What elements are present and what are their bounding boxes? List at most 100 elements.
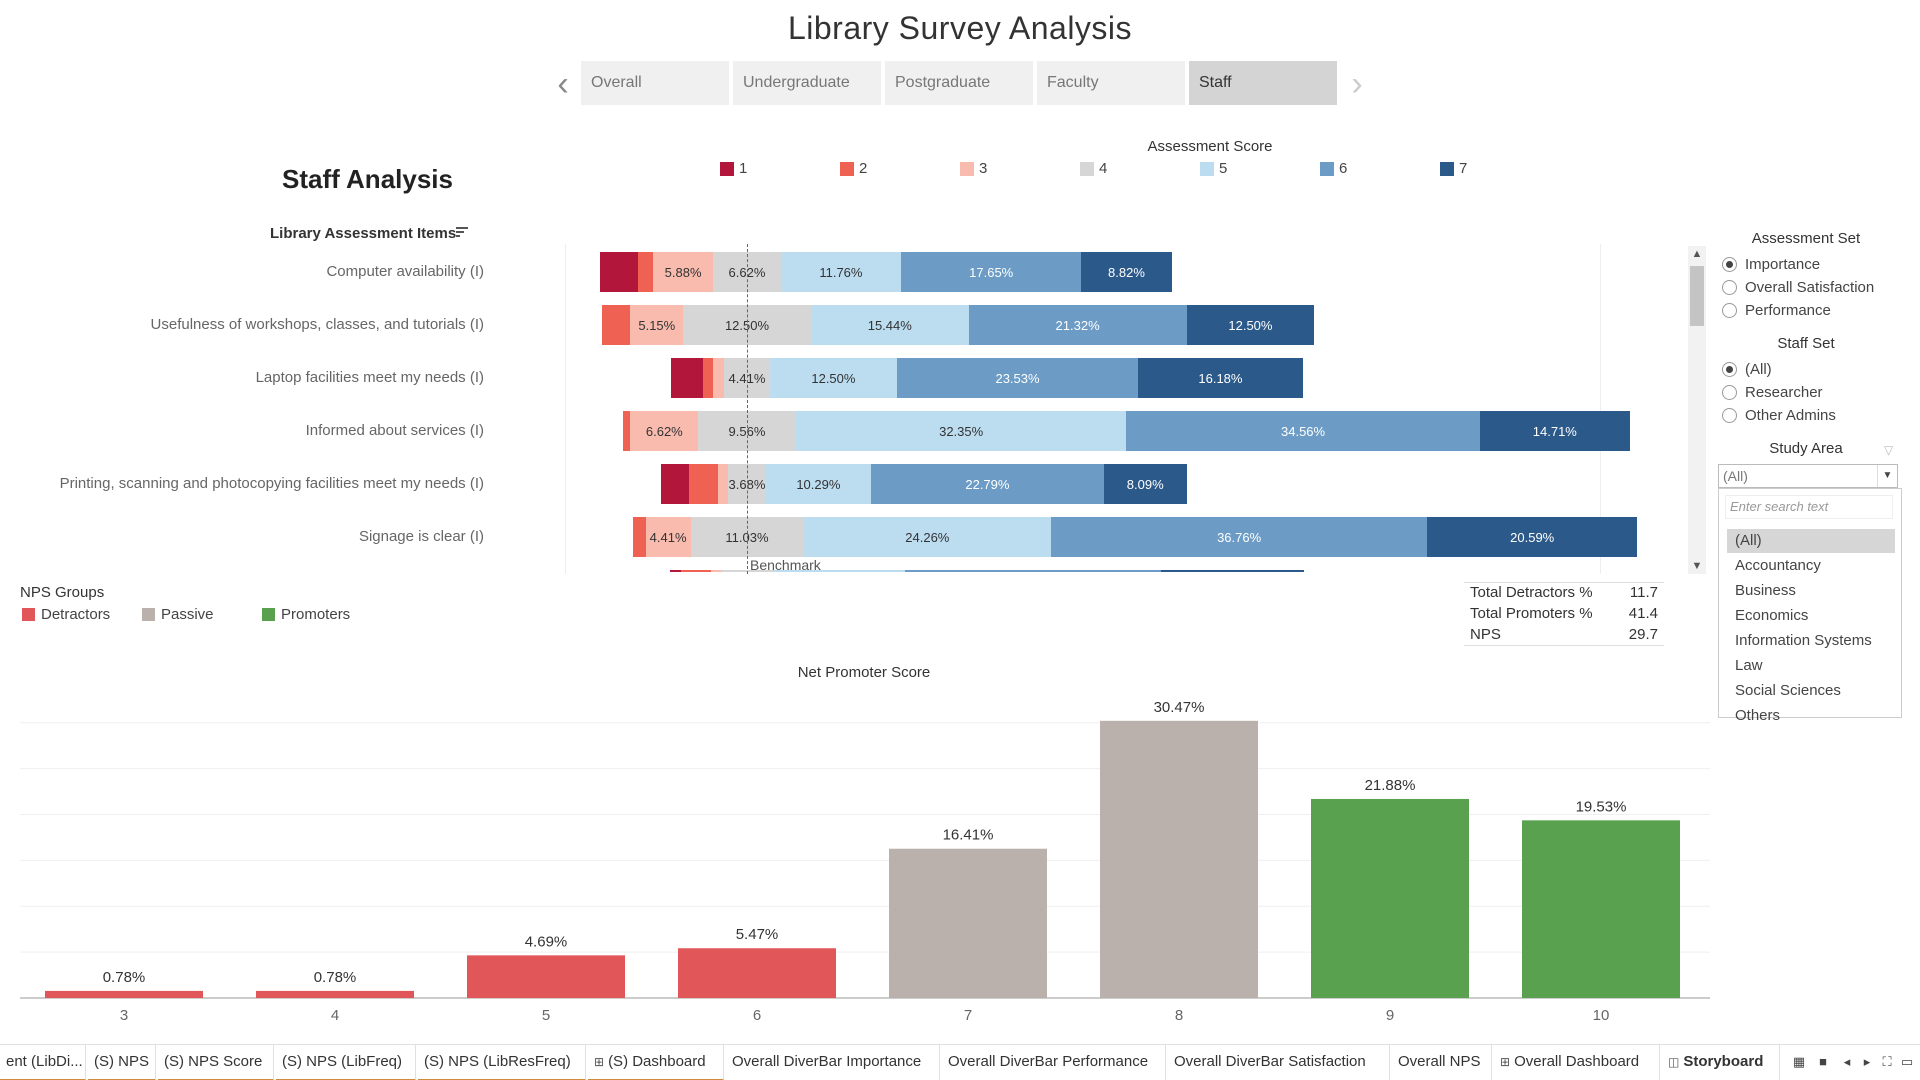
score-bar-segment[interactable]	[689, 464, 718, 504]
score-bar-segment[interactable]: 24.26%	[803, 517, 1052, 557]
nps-bar[interactable]	[467, 955, 625, 998]
score-bar-segment[interactable]	[721, 570, 773, 572]
score-bar-segment[interactable]: 4.41%	[645, 517, 691, 557]
score-bar-segment[interactable]: 5.15%	[630, 305, 684, 345]
chevron-down-icon[interactable]: ▼	[1877, 465, 1897, 487]
score-bar-segment[interactable]: 10.29%	[765, 464, 871, 504]
radio-performance[interactable]: Performance	[1722, 302, 1831, 319]
score-bar-segment[interactable]: 36.76%	[1051, 517, 1427, 557]
score-bar-segment[interactable]: 21.32%	[968, 305, 1187, 345]
grid-view-icon[interactable]: ▦	[1792, 1054, 1806, 1069]
score-bar-segment[interactable]	[633, 517, 646, 557]
score-bar-segment[interactable]	[637, 252, 654, 292]
assessment-item-label[interactable]: Informed about services (I)	[305, 422, 484, 439]
score-bar-segment[interactable]: 32.35%	[795, 411, 1127, 451]
study-area-option[interactable]: Economics	[1735, 607, 1809, 624]
radio-importance[interactable]: Importance	[1722, 256, 1820, 273]
assessment-item-label[interactable]: Usefulness of workshops, classes, and tu…	[150, 316, 484, 333]
study-area-option[interactable]: (All)	[1727, 529, 1895, 553]
story-tab-postgraduate[interactable]: Postgraduate	[885, 61, 1033, 105]
score-bar-segment[interactable]: 9.56%	[698, 411, 796, 451]
score-bar-segment[interactable]: 6.62%	[630, 411, 699, 451]
fullscreen-icon[interactable]: ⛶	[1882, 1054, 1892, 1069]
nps-bar[interactable]	[1311, 798, 1469, 998]
radio-other-admins[interactable]: Other Admins	[1722, 407, 1836, 424]
score-bar-segment[interactable]: 3.68%	[728, 464, 766, 504]
sheet-tab[interactable]: (S) NPS (LibFreq)	[276, 1045, 416, 1080]
sheet-tab[interactable]: ⊞ Overall Dashboard	[1494, 1045, 1660, 1080]
score-bar-segment[interactable]: 14.71%	[1479, 411, 1630, 451]
study-area-option[interactable]: Information Systems	[1735, 632, 1872, 649]
sheet-tab[interactable]: Overall NPS	[1392, 1045, 1492, 1080]
score-bar-segment[interactable]	[623, 411, 631, 451]
score-bar-segment[interactable]: 5.88%	[653, 252, 714, 292]
score-bar-segment[interactable]: 12.50%	[1186, 305, 1315, 345]
sheet-tab[interactable]: ent (LibDi...	[0, 1045, 86, 1080]
score-bar-segment[interactable]: 22.79%	[870, 464, 1104, 504]
score-bar-segment[interactable]	[670, 570, 681, 572]
score-bar-segment[interactable]	[713, 358, 725, 398]
filter-icon[interactable]: ▽	[1884, 443, 1894, 457]
score-bar-segment[interactable]: 12.50%	[769, 358, 898, 398]
score-bar-segment[interactable]	[711, 570, 722, 572]
sheet-tab[interactable]: (S) NPS	[88, 1045, 156, 1080]
radio-icon[interactable]	[1722, 385, 1737, 400]
sheet-tab[interactable]: Overall DiverBar Importance	[726, 1045, 940, 1080]
score-bar-segment[interactable]	[680, 570, 712, 572]
scroll-down-icon[interactable]: ▼	[1691, 560, 1703, 572]
radio-researcher[interactable]: Researcher	[1722, 384, 1823, 401]
score-bar-segment[interactable]: 16.18%	[1137, 358, 1304, 398]
score-bar-segment[interactable]: 15.44%	[810, 305, 969, 345]
radio-icon[interactable]	[1722, 408, 1737, 423]
study-area-select[interactable]: (All) ▼	[1718, 464, 1898, 488]
radio-checked-icon[interactable]	[1722, 257, 1737, 272]
story-next-arrow-icon[interactable]: ›	[1351, 65, 1363, 103]
score-bar-segment[interactable]: 4.41%	[724, 358, 770, 398]
chart-scrollbar[interactable]: ▲ ▼	[1688, 246, 1706, 574]
nps-bar[interactable]	[45, 990, 203, 998]
sheet-tab[interactable]: Overall DiverBar Satisfaction	[1168, 1045, 1390, 1080]
assessment-item-label[interactable]: Computer availability (I)	[326, 263, 484, 280]
story-tab-faculty[interactable]: Faculty	[1037, 61, 1185, 105]
score-bar-segment[interactable]: 20.59%	[1426, 517, 1638, 557]
sheet-tab[interactable]: (S) NPS (LibResFreq)	[418, 1045, 586, 1080]
score-bar-segment[interactable]: 6.62%	[713, 252, 781, 292]
nps-bar[interactable]	[678, 948, 836, 998]
story-tab-overall[interactable]: Overall	[581, 61, 729, 105]
radio-icon[interactable]	[1722, 303, 1737, 318]
prev-sheet-icon[interactable]: ◂	[1843, 1054, 1851, 1069]
score-bar-segment[interactable]: 11.03%	[690, 517, 804, 557]
sort-icon[interactable]	[456, 227, 468, 239]
study-area-option[interactable]: Accountancy	[1735, 557, 1821, 574]
score-bar-segment[interactable]: 8.09%	[1103, 464, 1187, 504]
radio-checked-icon[interactable]	[1722, 362, 1737, 377]
next-sheet-icon[interactable]: ▸	[1863, 1054, 1871, 1069]
study-area-option[interactable]: Others	[1735, 707, 1781, 724]
nps-bar[interactable]	[1522, 820, 1680, 998]
score-bar-segment[interactable]	[717, 464, 729, 504]
score-bar-segment[interactable]	[671, 358, 703, 398]
scroll-up-icon[interactable]: ▲	[1691, 248, 1703, 260]
score-bar-segment[interactable]	[905, 570, 1161, 572]
score-bar-segment[interactable]	[703, 358, 714, 398]
score-bar-segment[interactable]: 8.82%	[1081, 252, 1172, 292]
score-bar-segment[interactable]: 34.56%	[1126, 411, 1480, 451]
sheet-tab[interactable]: ◫ Storyboard	[1662, 1045, 1780, 1080]
sheet-tab[interactable]: Overall DiverBar Performance	[942, 1045, 1166, 1080]
study-area-search-input[interactable]: Enter search text	[1725, 495, 1893, 519]
filmstrip-icon[interactable]: ■	[1819, 1054, 1827, 1069]
sheet-tab[interactable]: (S) NPS Score	[158, 1045, 274, 1080]
story-tab-staff[interactable]: Staff	[1189, 61, 1337, 105]
present-icon[interactable]: ▭	[1900, 1054, 1914, 1069]
study-area-option[interactable]: Social Sciences	[1735, 682, 1841, 699]
score-bar-segment[interactable]: 23.53%	[897, 358, 1138, 398]
score-bar-segment[interactable]	[601, 305, 631, 345]
story-tab-undergraduate[interactable]: Undergraduate	[733, 61, 881, 105]
scroll-thumb[interactable]	[1690, 266, 1704, 326]
score-bar-segment[interactable]	[1160, 570, 1304, 572]
nps-bar[interactable]	[256, 990, 414, 998]
radio-icon[interactable]	[1722, 280, 1737, 295]
study-area-option[interactable]: Business	[1735, 582, 1796, 599]
sheet-tab[interactable]: ⊞ (S) Dashboard	[588, 1045, 724, 1080]
nps-bar[interactable]	[1100, 720, 1258, 998]
